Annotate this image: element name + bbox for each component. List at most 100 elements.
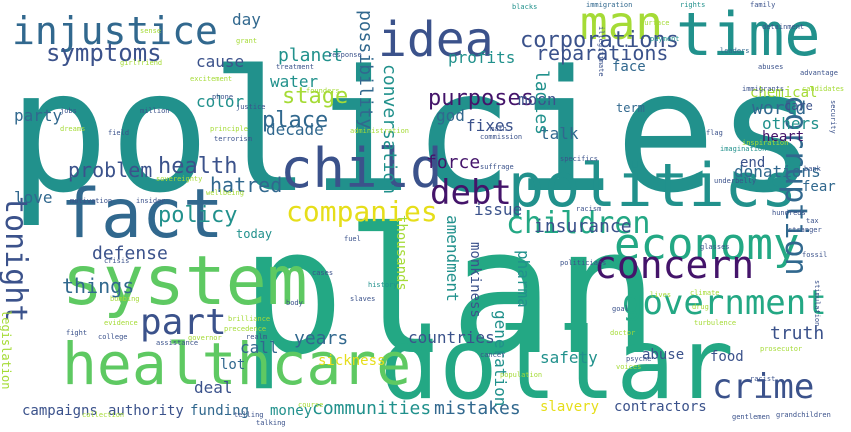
word-policy: policy: [158, 203, 238, 228]
word-sovereignty: sovereignty: [156, 175, 203, 183]
word-assistance: assistance: [156, 339, 199, 347]
word-children: children: [506, 206, 651, 241]
word-jobs: jobs: [60, 107, 77, 115]
word-leaders: leaders: [720, 47, 750, 55]
word-government: government: [622, 283, 827, 323]
word-profits: profits: [448, 48, 516, 67]
word-principle: principle: [210, 125, 248, 133]
word-politicians: politicians: [560, 259, 607, 267]
word-place: place: [262, 108, 329, 133]
word-man: man: [580, 0, 664, 50]
word-part: part: [140, 302, 227, 343]
word-blacks: blacks: [512, 3, 538, 11]
word-evidence: evidence: [104, 319, 138, 327]
word-time: time: [676, 0, 821, 70]
word-legislation: legislation: [0, 310, 13, 390]
word-possibility: possibility: [355, 10, 376, 130]
word-fuel: fuel: [344, 235, 361, 243]
word-phone: phone: [212, 93, 234, 101]
word-heart: heart: [762, 129, 805, 145]
word-stage: stage: [282, 84, 349, 109]
word-debt: debt: [430, 173, 512, 213]
word-today: today: [236, 227, 273, 241]
word-dreams: dreams: [60, 125, 86, 133]
word-reparations: reparations: [536, 41, 669, 65]
word-term: term: [616, 101, 645, 115]
word-mistakes: mistakes: [434, 398, 521, 419]
word-bank: bank: [804, 165, 821, 173]
word-slaves: slaves: [350, 295, 376, 303]
word-payment: payment: [650, 35, 680, 43]
word-stranger: stranger: [788, 226, 822, 234]
word-glasses: glasses: [700, 243, 730, 251]
word-concern: concern: [594, 243, 755, 287]
word-million: million: [140, 107, 170, 115]
word-telling: telling: [234, 411, 264, 419]
word-brilliance: brilliance: [228, 315, 271, 323]
word-founders: founders: [306, 87, 340, 95]
word-surface: surface: [640, 19, 670, 27]
word-illegitimate: illegitimate: [597, 26, 605, 77]
word-treatment: treatment: [276, 63, 314, 71]
word-immigration: immigration: [586, 1, 633, 9]
word-specifics: specifics: [560, 155, 598, 163]
word-problem: problem: [68, 158, 153, 182]
word-planet: planet: [278, 45, 344, 66]
word-system: system: [62, 242, 308, 321]
word-sickness: sickness: [318, 353, 386, 369]
word-truth: truth: [770, 323, 825, 344]
word-rights: rights: [680, 1, 706, 9]
word-candidates: candidates: [802, 85, 845, 93]
word-cases: cases: [312, 269, 334, 277]
word-talk: talk: [540, 124, 579, 143]
word-idea: idea: [378, 12, 494, 68]
word-security: security: [829, 100, 837, 134]
word-communities: communities: [312, 398, 432, 419]
word-party: party: [14, 106, 63, 125]
word-stimulation: stimulation: [813, 280, 821, 327]
word-health: health: [158, 154, 238, 179]
word-turbulence: turbulence: [694, 319, 737, 327]
word-cause: cause: [196, 52, 245, 71]
word-child: child: [280, 137, 443, 200]
word-detainment: detainment: [762, 23, 805, 31]
word-crisis: crisis: [104, 257, 130, 265]
word-insurance: insurance: [534, 216, 632, 237]
word-girlfriend: girlfriend: [120, 59, 163, 67]
word-imagination: imagination: [720, 145, 767, 153]
word-care: care: [784, 99, 813, 113]
word-goal: goal: [612, 305, 629, 313]
word-fossil: fossil: [802, 251, 828, 259]
word-love: love: [14, 188, 53, 207]
word-money: money: [270, 403, 313, 419]
word-fear: fear: [802, 179, 836, 195]
word-precedence: precedence: [224, 325, 267, 333]
word-administration: administration: [350, 127, 410, 135]
word-fact: fact: [60, 175, 224, 254]
word-talking: talking: [256, 419, 286, 427]
word-donations: donations: [734, 162, 821, 181]
word-gentlemen: gentlemen: [732, 413, 770, 421]
word-issue: issue: [474, 200, 523, 219]
word-inspiration: inspiration: [742, 139, 789, 147]
word-racism: racism: [576, 205, 602, 213]
word-hatred: hatred: [210, 173, 283, 197]
word-grant: grant: [236, 37, 258, 45]
word-collection: collection: [82, 411, 125, 419]
word-decade: decade: [266, 120, 324, 139]
word-funding: funding: [190, 403, 250, 419]
word-thousands: thousands: [393, 215, 409, 291]
word-others: others: [762, 114, 820, 133]
word-family: family: [750, 1, 776, 9]
word-field: field: [108, 129, 130, 137]
word-excitement: excitement: [190, 75, 233, 83]
word-wellbeing: wellbeing: [206, 189, 244, 197]
word-tonight: tonight: [0, 196, 33, 323]
word-lot: lot: [220, 357, 246, 373]
word-moon: moon: [518, 90, 557, 109]
word-symptoms: symptoms: [46, 39, 162, 67]
word-water: water: [270, 72, 319, 91]
word-ladies: ladies: [531, 70, 552, 136]
word-fight: fight: [66, 329, 88, 337]
